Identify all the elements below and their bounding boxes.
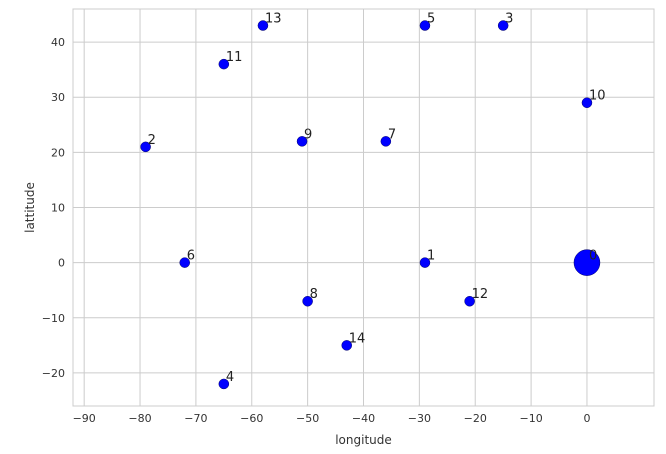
x-tick-label: −70: [184, 412, 207, 425]
y-tick-label: 10: [51, 202, 65, 215]
point-label: 12: [472, 287, 489, 302]
point-label: 5: [427, 12, 435, 27]
data-point: [218, 378, 230, 390]
x-axis-label: longitude: [335, 433, 392, 447]
y-tick-label: 20: [51, 146, 65, 159]
point-label: 14: [349, 331, 366, 346]
y-tick-label: 0: [58, 257, 65, 270]
data-point: [302, 295, 313, 307]
point-label: 7: [388, 127, 396, 142]
point-label: 8: [310, 287, 318, 302]
x-tick-label: −80: [128, 412, 151, 425]
x-tick-label: −40: [352, 412, 375, 425]
data-point: [257, 20, 269, 31]
y-tick-label: 40: [51, 36, 65, 49]
data-point: [581, 97, 593, 108]
tick-labels: −90 −80 −70 −60 −50 −40 −30 −20 −10 0 −20 −10 0 10 20 3…: [42, 36, 591, 425]
y-axis-label: lattitude: [23, 182, 37, 233]
data-point: [341, 340, 352, 351]
point-label: 2: [148, 133, 156, 148]
x-tick-label: −30: [408, 412, 431, 425]
data-point: [464, 295, 475, 307]
point-label: 1: [427, 249, 435, 264]
data-point: [573, 249, 601, 276]
data-point: [380, 136, 392, 147]
x-tick-label: −20: [464, 412, 487, 425]
x-tick-label: −10: [519, 412, 542, 425]
point-label: 9: [304, 127, 312, 142]
data-point: [419, 20, 431, 31]
y-tick-label: −10: [42, 312, 65, 325]
point-label: 10: [589, 89, 606, 104]
data-point: [218, 58, 230, 70]
y-tick-label: −20: [42, 367, 65, 380]
point-label: 11: [226, 50, 243, 65]
data-point: [140, 141, 151, 153]
point-label: 3: [505, 12, 513, 27]
x-tick-label: −60: [240, 412, 263, 425]
point-label: 6: [187, 249, 195, 264]
point-label: 0: [589, 249, 597, 264]
plot-frame: [72, 8, 655, 407]
data-point: [179, 257, 190, 268]
point-label: 13: [265, 12, 282, 27]
data-point: [419, 257, 431, 268]
point-label: 4: [226, 370, 234, 385]
grid: [73, 9, 654, 406]
x-tick-label: −90: [73, 412, 96, 425]
x-tick-label: 0: [583, 412, 590, 425]
x-tick-label: −50: [296, 412, 319, 425]
y-tick-label: 30: [51, 91, 65, 104]
data-point: [497, 20, 509, 31]
data-point: [296, 136, 308, 147]
